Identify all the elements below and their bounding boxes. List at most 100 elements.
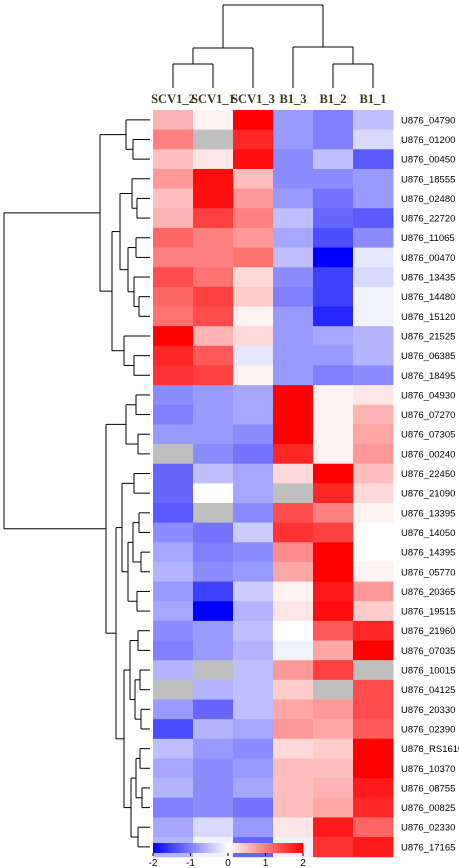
heatmap-cell — [273, 444, 314, 465]
heatmap-cell — [273, 345, 314, 366]
heatmap-cell — [193, 227, 234, 249]
column-label: B1_1 — [359, 92, 386, 106]
row-label: U876_01200 — [401, 135, 455, 146]
column-label: B1_3 — [279, 92, 306, 106]
colorbar-segment — [258, 843, 261, 853]
heatmap-cell — [193, 660, 234, 681]
heatmap-cell — [273, 129, 314, 150]
colorbar-segment — [295, 843, 299, 853]
colorbar-segment — [285, 843, 289, 853]
heatmap-cell — [233, 286, 274, 307]
heatmap-cell — [273, 640, 314, 661]
heatmap-cell — [233, 208, 274, 229]
heatmap-cell — [193, 188, 234, 209]
heatmap-cell — [273, 797, 314, 818]
heatmap-cell — [353, 778, 394, 799]
heatmap-cell — [233, 797, 274, 818]
heatmap-cell — [193, 326, 234, 347]
heatmap-cell — [313, 699, 354, 720]
heatmap-cell — [273, 561, 314, 583]
heatmap-cell — [233, 601, 274, 622]
heatmap-cell — [153, 129, 194, 150]
heatmap-cell — [193, 738, 234, 759]
heatmap-cell — [313, 660, 354, 681]
heatmap-cell — [273, 679, 314, 700]
colorbar-segment — [188, 843, 191, 853]
heatmap-cell — [233, 463, 274, 484]
heatmap-cell — [153, 110, 194, 131]
row-label: U876_07305 — [401, 430, 455, 441]
row-label: U876_17165 — [401, 842, 455, 853]
heatmap-cell — [233, 660, 274, 681]
colorbar-segment — [190, 843, 194, 853]
colorbar-segment — [175, 843, 179, 853]
colorbar-segment — [230, 843, 234, 853]
heatmap-cell — [313, 208, 354, 229]
heatmap-cell — [153, 699, 194, 720]
colorbar-segment — [298, 843, 301, 853]
row-label: U876_02390 — [401, 724, 455, 735]
heatmap-cell — [153, 738, 194, 759]
heatmap-cell — [353, 758, 394, 779]
heatmap-cell — [353, 444, 394, 465]
heatmap-cell — [313, 444, 354, 465]
heatmap-cell — [353, 424, 394, 445]
colorbar-segment — [238, 843, 241, 853]
heatmap-cell — [313, 817, 354, 838]
heatmap-cell — [233, 247, 274, 268]
heatmap-cell — [313, 267, 354, 288]
heatmap-cell — [313, 385, 354, 406]
heatmap-cell — [273, 719, 314, 740]
heatmap-cell — [353, 149, 394, 170]
heatmap-cell — [233, 581, 274, 602]
heatmap-cell — [153, 660, 194, 681]
heatmap-cell — [233, 503, 274, 524]
colorbar-segment — [155, 843, 159, 853]
heatmap-cell — [353, 188, 394, 209]
row-label: U876_02330 — [401, 823, 455, 834]
heatmap-cell — [193, 286, 234, 307]
heatmap-cell — [193, 463, 234, 484]
colorbar-segment — [250, 843, 254, 853]
colorbar-segment — [163, 843, 166, 853]
row-label: U876_19515 — [401, 607, 455, 618]
heatmap-cell — [273, 581, 314, 602]
colorbar-segment — [193, 843, 196, 853]
heatmap-cell — [193, 149, 234, 170]
heatmap-cell — [313, 149, 354, 170]
heatmap-cell — [313, 522, 354, 543]
heatmap-cell — [273, 306, 314, 327]
colorbar-tick-label: 0 — [225, 858, 231, 868]
heatmap-cell — [193, 542, 234, 563]
colorbar-segment — [205, 843, 209, 853]
heatmap-cell — [233, 620, 274, 642]
heatmap-cell — [193, 110, 234, 131]
heatmap-cell — [273, 227, 314, 249]
row-label: U876_21525 — [401, 331, 455, 342]
row-label: U876_14395 — [401, 548, 455, 559]
row-label: U876_00470 — [401, 253, 455, 264]
heatmap-cell — [193, 503, 234, 524]
colorbar-segment — [218, 843, 221, 853]
heatmap-cell — [233, 699, 274, 720]
row-label: U876_RS16105 — [401, 744, 459, 755]
heatmap-cell — [153, 286, 194, 307]
heatmap-cell — [353, 168, 394, 190]
heatmap-cell — [313, 778, 354, 799]
heatmap-cell — [193, 247, 234, 268]
heatmap-cell — [353, 640, 394, 661]
colorbar-segment — [198, 843, 201, 853]
row-label: U876_05770 — [401, 567, 455, 578]
row-label: U876_22450 — [401, 469, 455, 480]
column-label: B1_2 — [319, 92, 346, 106]
heatmap-cell — [153, 601, 194, 622]
heatmap-cell — [233, 168, 274, 190]
heatmap-cell — [313, 404, 354, 425]
colorbar-segment — [208, 843, 211, 853]
heatmap-cell — [153, 522, 194, 543]
heatmap-cell — [353, 561, 394, 583]
heatmap-cell — [353, 719, 394, 740]
heatmap-cell — [193, 797, 234, 818]
heatmap-cell — [193, 129, 234, 150]
heatmap-cell — [353, 286, 394, 307]
